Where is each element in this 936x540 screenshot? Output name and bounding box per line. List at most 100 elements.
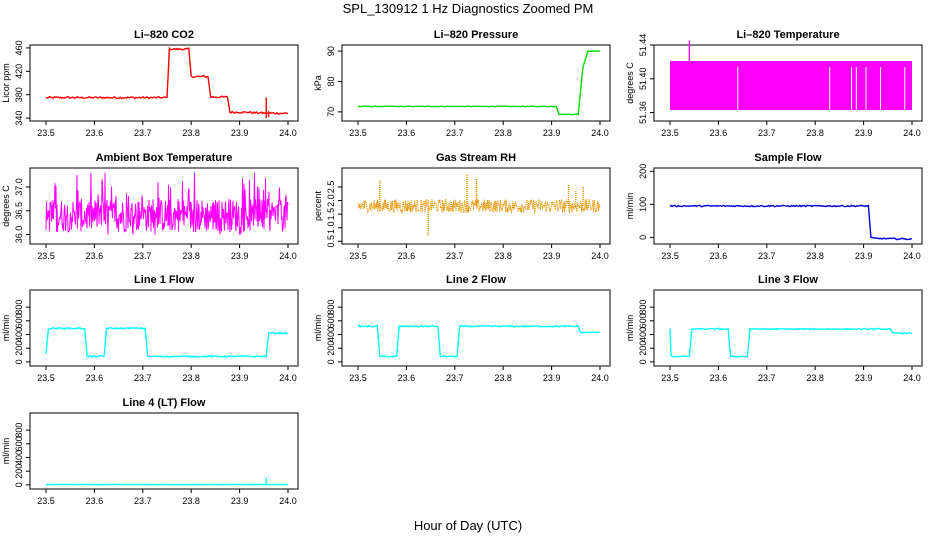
x-tick-label: 23.7 xyxy=(758,373,776,383)
x-tick-label: 23.7 xyxy=(134,251,152,261)
y-tick-label: 2.0 xyxy=(326,194,336,207)
panel-title: Gas Stream RH xyxy=(436,152,516,164)
y-tick-label: 380 xyxy=(14,87,24,102)
panel-7: Line 1 Flow ml/min 23.5 23.6 23.7 23.8 23.9 24.… xyxy=(1,274,299,383)
x-tick-label: 23.9 xyxy=(231,128,249,138)
plot-frame xyxy=(341,167,611,245)
x-tick-label: 23.6 xyxy=(86,496,104,506)
x-tick-label: 23.9 xyxy=(543,251,561,261)
x-tick-label: 23.5 xyxy=(37,128,55,138)
y-tick-label: 1.5 xyxy=(326,208,336,221)
panel-title: Line 1 Flow xyxy=(134,274,194,286)
y-tick-label: 460 xyxy=(14,40,24,55)
x-tick-label: 23.8 xyxy=(494,128,512,138)
panel-title: Li–820 Temperature xyxy=(736,29,839,41)
y-tick-label: 400 xyxy=(14,450,24,465)
panel-title: Line 2 Flow xyxy=(446,274,506,286)
x-tick-label: 24.0 xyxy=(279,496,297,506)
y-axis-label: Licor ppm xyxy=(1,63,11,103)
x-tick-label: 24.0 xyxy=(903,128,921,138)
y-tick-label: 100 xyxy=(638,197,648,212)
figure-title: SPL_130912 1 Hz Diagnostics Zoomed PM xyxy=(342,1,594,16)
series-band xyxy=(670,61,912,111)
x-tick-label: 23.9 xyxy=(231,251,249,261)
x-tick-label: 23.7 xyxy=(134,373,152,383)
x-tick-label: 23.9 xyxy=(543,373,561,383)
panel-1: Li–820 CO2 Licor ppm 23.5 23.6 23.7 23.8 23.9 2… xyxy=(1,29,299,138)
panel-9: Line 3 Flow ml/min 23.5 23.6 23.7 23.8 23.9 24.… xyxy=(625,274,923,383)
x-tick-label: 23.9 xyxy=(855,373,873,383)
series-line xyxy=(45,326,289,358)
x-tick-label: 23.7 xyxy=(446,251,464,261)
y-tick-label: 51.36 xyxy=(638,101,648,124)
series-line xyxy=(358,324,601,358)
plot-frame xyxy=(29,412,299,490)
plot-frame xyxy=(653,289,923,367)
y-axis-label: degrees C xyxy=(1,185,11,227)
x-tick-label: 24.0 xyxy=(903,251,921,261)
plot-frame xyxy=(341,289,611,367)
y-tick-label: 800 xyxy=(638,300,648,315)
y-tick-label: 420 xyxy=(14,64,24,79)
y-tick-label: 600 xyxy=(638,313,648,328)
x-tick-label: 23.7 xyxy=(446,128,464,138)
y-tick-label: 0 xyxy=(14,359,24,364)
x-tick-label: 23.8 xyxy=(182,373,200,383)
x-tick-label: 23.5 xyxy=(349,251,367,261)
y-tick-label: 0 xyxy=(638,235,648,240)
series-line xyxy=(357,50,601,116)
x-tick-label: 23.5 xyxy=(661,128,679,138)
y-tick-label: 600 xyxy=(14,313,24,328)
series-line xyxy=(45,46,289,115)
x-tick-label: 23.7 xyxy=(134,496,152,506)
y-axis-label: ml/min xyxy=(625,193,635,220)
y-tick-label: 51.40 xyxy=(638,68,648,91)
y-tick-label: 70 xyxy=(326,107,336,117)
x-tick-label: 24.0 xyxy=(279,251,297,261)
x-tick-label: 23.6 xyxy=(86,251,104,261)
panel-5: Gas Stream RH percent 23.5 23.6 23.7 23.8 23.9… xyxy=(313,152,611,261)
x-tick-label: 23.6 xyxy=(86,128,104,138)
x-tick-label: 23.6 xyxy=(86,373,104,383)
x-tick-label: 23.5 xyxy=(349,373,367,383)
x-tick-label: 23.5 xyxy=(661,251,679,261)
x-tick-label: 23.5 xyxy=(37,251,55,261)
y-tick-label: 0 xyxy=(14,482,24,487)
y-tick-label: 600 xyxy=(326,313,336,328)
x-tick-label: 24.0 xyxy=(279,373,297,383)
x-tick-label: 23.8 xyxy=(806,251,824,261)
y-tick-label: 400 xyxy=(638,327,648,342)
x-tick-label: 23.8 xyxy=(182,251,200,261)
plot-frame xyxy=(29,44,299,122)
x-tick-label: 23.7 xyxy=(446,373,464,383)
y-tick-label: 200 xyxy=(14,341,24,356)
x-axis-label: Hour of Day (UTC) xyxy=(413,518,523,533)
plot-frame xyxy=(29,167,299,245)
y-tick-label: 200 xyxy=(326,341,336,356)
x-tick-label: 23.6 xyxy=(710,128,728,138)
x-tick-label: 23.8 xyxy=(806,373,824,383)
y-tick-label: 0 xyxy=(326,359,336,364)
x-tick-label: 23.6 xyxy=(710,251,728,261)
y-tick-label: 90 xyxy=(326,46,336,56)
y-tick-label: 200 xyxy=(638,341,648,356)
x-tick-label: 23.8 xyxy=(806,128,824,138)
x-tick-label: 23.7 xyxy=(134,128,152,138)
y-tick-label: 1.0 xyxy=(326,221,336,234)
plot-frame xyxy=(341,44,611,122)
y-tick-label: 51.44 xyxy=(638,34,648,57)
x-tick-label: 23.9 xyxy=(855,128,873,138)
y-axis-label: degrees C xyxy=(625,62,635,104)
x-tick-label: 23.7 xyxy=(758,251,776,261)
panel-2: Li–820 Pressure kPa 23.5 23.6 23.7 23.8 23.9 24… xyxy=(313,29,611,138)
x-tick-label: 23.6 xyxy=(398,128,416,138)
x-tick-label: 23.8 xyxy=(494,373,512,383)
panel-10: Line 4 (LT) Flow ml/min 23.5 23.6 23.7 23.8 23… xyxy=(1,397,299,506)
panel-8: Line 2 Flow ml/min 23.5 23.6 23.7 23.8 23.9 24.… xyxy=(313,274,611,383)
y-tick-label: 800 xyxy=(14,300,24,315)
x-tick-label: 23.5 xyxy=(349,128,367,138)
y-tick-label: 600 xyxy=(14,436,24,451)
plot-frame xyxy=(29,289,299,367)
x-tick-label: 23.9 xyxy=(543,128,561,138)
